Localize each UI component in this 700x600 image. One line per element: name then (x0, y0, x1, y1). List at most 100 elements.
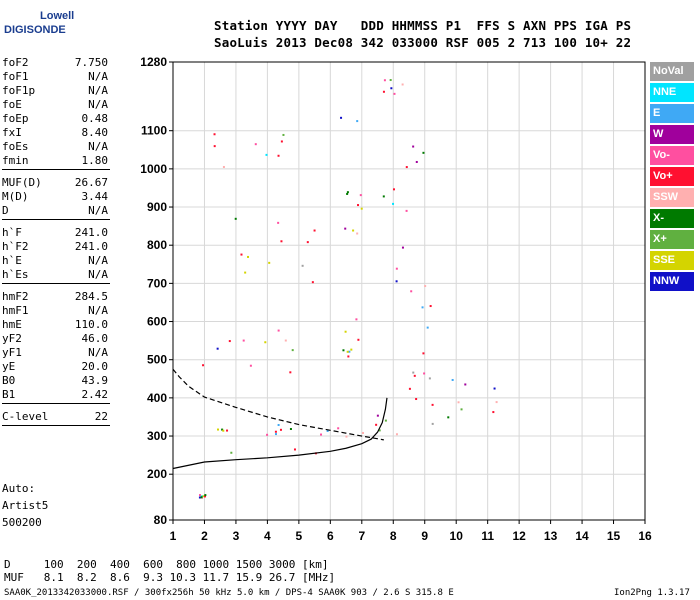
echo-point (464, 383, 467, 386)
echo-point (306, 241, 309, 244)
echo-point (284, 339, 287, 342)
echo-point (326, 429, 329, 432)
param-name: fmin (2, 154, 29, 167)
param-value: N/A (88, 346, 108, 359)
echo-point (460, 408, 463, 411)
echo-point (384, 419, 387, 422)
x-tick-label: 7 (358, 529, 365, 543)
legend-item: W (650, 125, 694, 144)
legend-item: Vo+ (650, 167, 694, 186)
footer-muf-row: MUF 8.1 8.2 8.6 9.3 10.3 11.7 15.9 26.7 … (4, 571, 336, 584)
legend-item: Vo- (650, 146, 694, 165)
echo-point (346, 192, 349, 195)
param-name: B0 (2, 374, 16, 387)
echo-point (431, 422, 434, 425)
echo-point (401, 246, 404, 249)
echo-point (217, 428, 220, 431)
echo-point (492, 411, 495, 414)
param-separator (2, 169, 110, 170)
param-row: B1 2.42 (2, 388, 108, 402)
echo-point (280, 240, 283, 243)
y-tick-label: 80 (154, 513, 168, 527)
echo-point (346, 191, 349, 194)
logo-digisonde: DIGISONDE (4, 24, 66, 36)
footer-info: SAA0K_2013342033000.RSF / 300fx256h 50 k… (4, 588, 454, 598)
y-tick-label: 300 (147, 429, 167, 443)
param-value: 2.42 (81, 388, 109, 401)
x-tick-label: 8 (390, 529, 397, 543)
echo-point (447, 416, 450, 419)
param-name: hmF1 (2, 304, 29, 317)
echo-point (344, 330, 347, 333)
echo-point (277, 329, 280, 332)
echo-point (376, 414, 379, 417)
echo-point (203, 495, 206, 498)
echo-point (200, 496, 203, 499)
footer-distance-row: D 100 200 400 600 800 1000 1500 3000 [km… (4, 558, 329, 571)
param-name: C-level (2, 410, 49, 423)
param-row: D N/A (2, 204, 108, 218)
param-name: B1 (2, 388, 16, 401)
echo-point (348, 350, 351, 353)
echo-point (451, 378, 454, 381)
echo-point (355, 318, 358, 321)
echo-point (395, 267, 398, 270)
logo-lowell: Lowell (40, 10, 75, 22)
echo-point (254, 143, 257, 146)
echo-point (289, 371, 292, 374)
echo-point (393, 92, 396, 95)
param-name: foEs (2, 140, 29, 153)
param-row: foE N/A (2, 98, 108, 112)
echo-point (313, 229, 316, 232)
param-value: 7.750 (74, 56, 108, 69)
echo-point (410, 290, 413, 293)
echo-point (244, 271, 247, 274)
echo-point (221, 428, 224, 431)
y-tick-label: 1100 (141, 124, 167, 138)
echo-point (421, 306, 424, 309)
param-value: 3.44 (81, 190, 109, 203)
echo-point (405, 209, 408, 212)
param-value: 241.0 (74, 226, 108, 239)
param-value: N/A (88, 84, 108, 97)
param-row: M(D) 3.44 (2, 190, 108, 204)
x-tick-label: 9 (421, 529, 428, 543)
param-row: yE 20.0 (2, 360, 108, 374)
param-value: N/A (88, 98, 108, 111)
echo-point (277, 221, 280, 224)
echo-point (352, 229, 355, 232)
param-row: foEs N/A (2, 140, 108, 154)
y-tick-label: 600 (147, 315, 167, 329)
echo-point (228, 340, 231, 343)
echo-point (422, 151, 425, 154)
echo-point (408, 387, 411, 390)
echo-point (340, 116, 343, 119)
echo-point (350, 348, 353, 351)
y-tick-label: 700 (147, 276, 167, 290)
param-name: M(D) (2, 190, 29, 203)
echo-point (413, 374, 416, 377)
echo-point (392, 202, 395, 205)
param-name: foF1p (2, 84, 36, 97)
auto-note: Auto: (2, 482, 36, 495)
auto-note: Artist5 (2, 499, 49, 512)
param-row: B0 43.9 (2, 374, 108, 388)
param-value: 26.67 (74, 176, 108, 189)
legend-item: SSW (650, 188, 694, 207)
trace-dashed (172, 368, 384, 441)
param-row: foF1p N/A (2, 84, 108, 98)
echo-point (337, 427, 340, 430)
echo-point (389, 79, 392, 82)
param-name: foF1 (2, 70, 29, 83)
echo-point (226, 429, 229, 432)
param-name: h`F (2, 226, 22, 239)
param-name: h`F2 (2, 240, 29, 253)
echo-point (293, 448, 296, 451)
echo-point (395, 280, 398, 283)
param-value: 20.0 (81, 360, 109, 373)
echo-point (405, 166, 408, 169)
param-row: C-level 22 (2, 410, 108, 424)
x-tick-label: 14 (575, 529, 589, 543)
param-value: 8.40 (81, 126, 109, 139)
param-separator (2, 283, 110, 284)
